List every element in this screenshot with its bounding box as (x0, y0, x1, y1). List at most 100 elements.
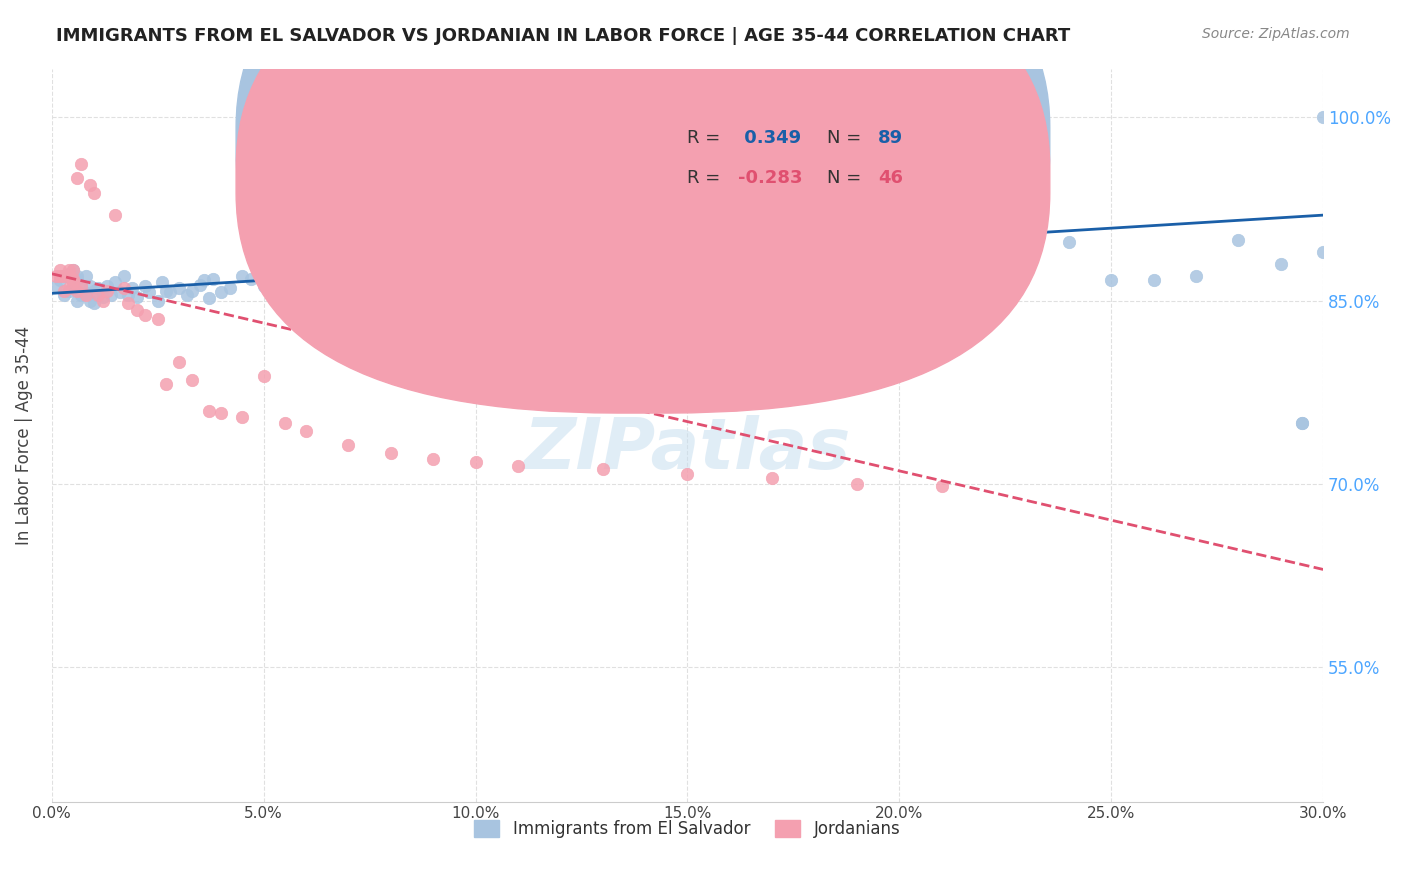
Point (96, 284, 118, 298)
Point (176, 287, 198, 301)
Point (197, 403, 219, 417)
Point (295, 257, 318, 271)
Point (58, 263, 80, 277)
Point (100, 287, 122, 301)
Point (49, 263, 72, 277)
Point (262, 271, 284, 285)
Point (1270, 257, 1292, 271)
Text: N =: N = (827, 169, 868, 187)
Point (49, 269, 72, 284)
Point (803, 244, 825, 259)
Point (274, 241, 297, 255)
Point (66, 269, 89, 284)
Point (75, 269, 97, 284)
Point (392, 269, 415, 284)
Point (506, 458, 529, 473)
Point (1099, 273, 1122, 287)
Point (571, 260, 593, 275)
Point (112, 269, 135, 284)
Point (1227, 233, 1250, 247)
Point (155, 376, 177, 391)
Text: Source: ZipAtlas.com: Source: ZipAtlas.com (1202, 27, 1350, 41)
Point (150, 276, 173, 290)
Point (527, 263, 550, 277)
Point (218, 281, 240, 295)
Text: -0.283: -0.283 (738, 169, 803, 187)
Point (485, 257, 508, 271)
Point (359, 276, 381, 290)
Point (464, 266, 486, 280)
Point (146, 293, 169, 308)
Point (180, 284, 202, 298)
Point (295, 425, 318, 439)
Point (718, 244, 741, 259)
Point (380, 446, 402, 460)
Point (108, 285, 131, 299)
Point (188, 277, 211, 292)
Point (45, 279, 67, 293)
Text: 89: 89 (879, 129, 903, 147)
Point (58, 284, 80, 298)
Point (550, 254, 572, 268)
Point (209, 285, 232, 299)
Point (96, 279, 118, 293)
Point (231, 409, 253, 424)
Point (506, 251, 529, 265)
Point (337, 254, 360, 268)
Point (134, 308, 156, 322)
Point (846, 477, 869, 491)
Point (592, 462, 614, 476)
Point (91, 290, 114, 304)
Text: 0.349: 0.349 (738, 129, 801, 147)
Point (62, 263, 84, 277)
Point (193, 273, 215, 287)
Point (58, 281, 80, 295)
Point (761, 247, 783, 261)
Point (117, 287, 139, 301)
Text: ZIPatlas: ZIPatlas (524, 415, 851, 484)
Point (239, 271, 262, 285)
Point (66, 293, 89, 308)
Y-axis label: In Labor Force | Age 35-44: In Labor Force | Age 35-44 (15, 326, 32, 545)
Point (350, 263, 373, 277)
Point (117, 296, 139, 310)
Point (70, 157, 93, 171)
Point (66, 284, 89, 298)
FancyBboxPatch shape (605, 116, 1025, 204)
Point (1312, 111, 1334, 125)
Point (889, 243, 911, 257)
FancyBboxPatch shape (236, 0, 1050, 413)
Point (329, 276, 352, 290)
Point (1057, 235, 1080, 249)
Point (66, 171, 89, 186)
Point (422, 452, 444, 467)
Point (1185, 269, 1208, 284)
Point (209, 406, 232, 420)
Point (931, 479, 953, 493)
Point (66, 271, 89, 285)
Point (75, 286, 97, 301)
Point (121, 281, 143, 295)
Point (337, 438, 360, 452)
Point (49, 273, 72, 287)
Text: IMMIGRANTS FROM EL SALVADOR VS JORDANIAN IN LABOR FORCE | AGE 35-44 CORRELATION : IMMIGRANTS FROM EL SALVADOR VS JORDANIAN… (56, 27, 1070, 45)
Point (197, 291, 219, 305)
FancyBboxPatch shape (236, 0, 1050, 373)
Point (155, 284, 177, 298)
Point (58, 267, 80, 281)
Point (53, 269, 76, 284)
Point (79, 293, 101, 308)
Point (201, 271, 224, 285)
Point (1291, 416, 1313, 430)
Point (146, 312, 169, 326)
Text: R =: R = (688, 169, 727, 187)
Point (45, 269, 67, 284)
Point (125, 290, 148, 304)
Point (53, 287, 76, 301)
Point (1312, 244, 1334, 259)
Point (167, 355, 190, 369)
Point (308, 269, 330, 284)
Point (180, 373, 202, 387)
Point (53, 269, 76, 284)
Point (592, 257, 614, 271)
